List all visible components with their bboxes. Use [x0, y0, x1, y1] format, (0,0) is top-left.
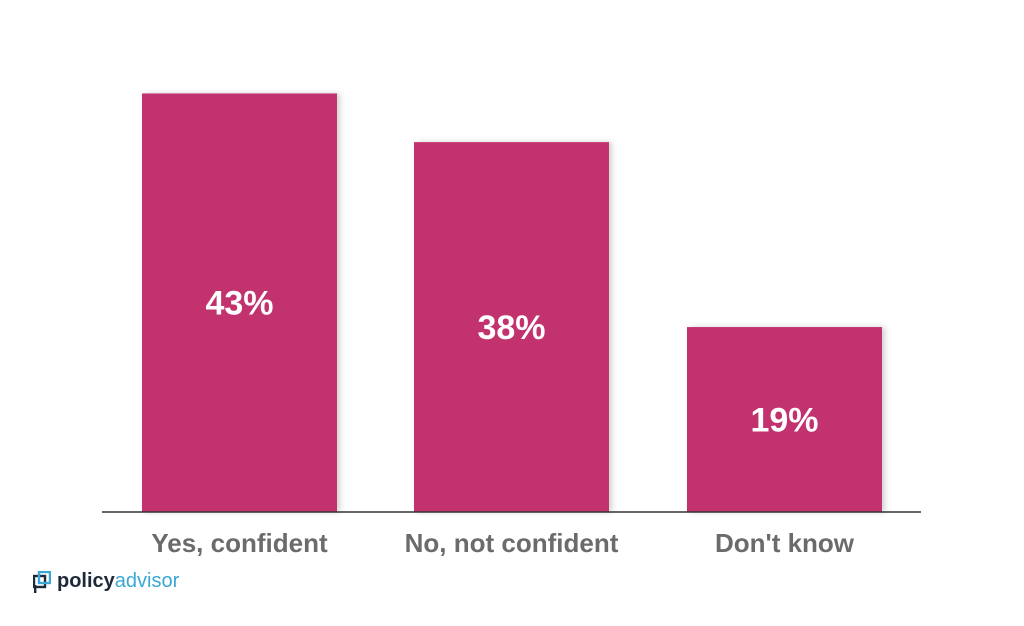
labels-layer: 43% Yes, confident 38% No, not confident 19%… [151, 285, 854, 558]
policyadvisor-logo: policyadvisor [33, 570, 179, 593]
bar-1 [414, 142, 609, 512]
policyadvisor-logo-icon [33, 570, 51, 593]
bars-layer [142, 93, 882, 512]
bar-value-label-1: 38% [477, 309, 545, 347]
bar-value-label-2: 19% [750, 402, 818, 440]
bar-value-label-0: 43% [205, 285, 273, 323]
category-label-0: Yes, confident [151, 528, 328, 558]
bar-0 [142, 93, 337, 512]
category-label-2: Don't know [715, 528, 855, 558]
category-label-1: No, not confident [405, 528, 619, 558]
logo-text-advisor: advisor [114, 570, 180, 592]
bar-2 [687, 327, 882, 512]
logo-text-policy: policy [57, 570, 115, 592]
